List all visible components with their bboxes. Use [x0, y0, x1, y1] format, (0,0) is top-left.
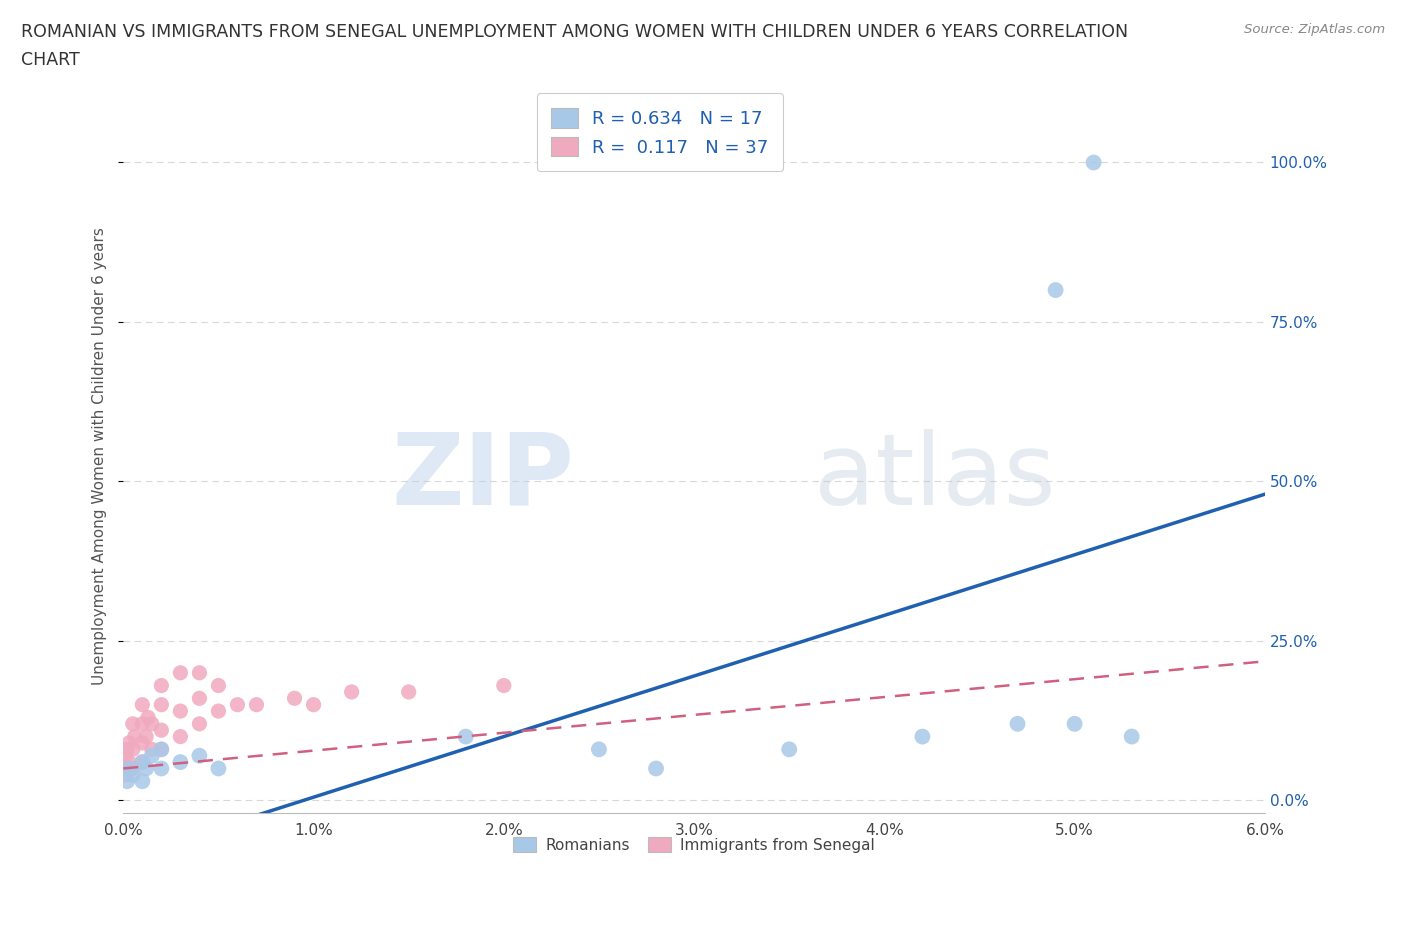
Point [115, 774, 138, 789]
Point [169, 754, 191, 769]
Point [115, 761, 138, 776]
Point [118, 754, 141, 769]
Point [454, 729, 477, 744]
Point [124, 729, 146, 744]
Point [340, 684, 363, 699]
Point [1083, 155, 1105, 170]
Point [141, 742, 163, 757]
Point [118, 761, 141, 776]
Point [1045, 283, 1067, 298]
Point [283, 691, 305, 706]
Point [207, 678, 229, 693]
Point [645, 761, 668, 776]
Point [131, 698, 153, 712]
Point [150, 761, 173, 776]
Point [911, 729, 934, 744]
Point [207, 704, 229, 719]
Point [131, 774, 153, 789]
Point [121, 761, 143, 776]
Point [188, 691, 211, 706]
Point [169, 665, 191, 680]
Point [588, 742, 610, 757]
Point [302, 698, 325, 712]
Point [188, 716, 211, 731]
Point [131, 754, 153, 769]
Text: ROMANIAN VS IMMIGRANTS FROM SENEGAL UNEMPLOYMENT AMONG WOMEN WITH CHILDREN UNDER: ROMANIAN VS IMMIGRANTS FROM SENEGAL UNEM… [21, 23, 1128, 41]
Point [141, 749, 163, 764]
Point [150, 698, 173, 712]
Text: ZIP: ZIP [391, 429, 574, 525]
Point [778, 742, 800, 757]
Point [150, 742, 173, 757]
Point [150, 678, 173, 693]
Point [492, 678, 515, 693]
Point [1007, 716, 1029, 731]
Point [135, 761, 157, 776]
Text: atlas: atlas [814, 429, 1056, 525]
Point [121, 767, 143, 782]
Point [114, 767, 136, 782]
Point [131, 754, 153, 769]
Point [188, 665, 211, 680]
Point [141, 716, 163, 731]
Point [131, 736, 153, 751]
Point [136, 710, 159, 724]
Point [121, 716, 143, 731]
Point [121, 742, 143, 757]
Point [1063, 716, 1085, 731]
Point [398, 684, 420, 699]
Point [169, 729, 191, 744]
Text: Source: ZipAtlas.com: Source: ZipAtlas.com [1244, 23, 1385, 36]
Point [118, 736, 141, 751]
Point [207, 761, 229, 776]
Point [135, 729, 157, 744]
Point [131, 716, 153, 731]
Point [1121, 729, 1143, 744]
Point [188, 749, 211, 764]
Y-axis label: Unemployment Among Women with Children Under 6 years: Unemployment Among Women with Children U… [93, 227, 107, 684]
Point [169, 704, 191, 719]
Point [245, 698, 267, 712]
Point [115, 742, 138, 757]
Legend: Romanians, Immigrants from Senegal: Romanians, Immigrants from Senegal [508, 831, 882, 859]
Point [150, 723, 173, 737]
Point [114, 749, 136, 764]
Point [150, 742, 173, 757]
Text: CHART: CHART [21, 51, 80, 69]
Point [226, 698, 249, 712]
